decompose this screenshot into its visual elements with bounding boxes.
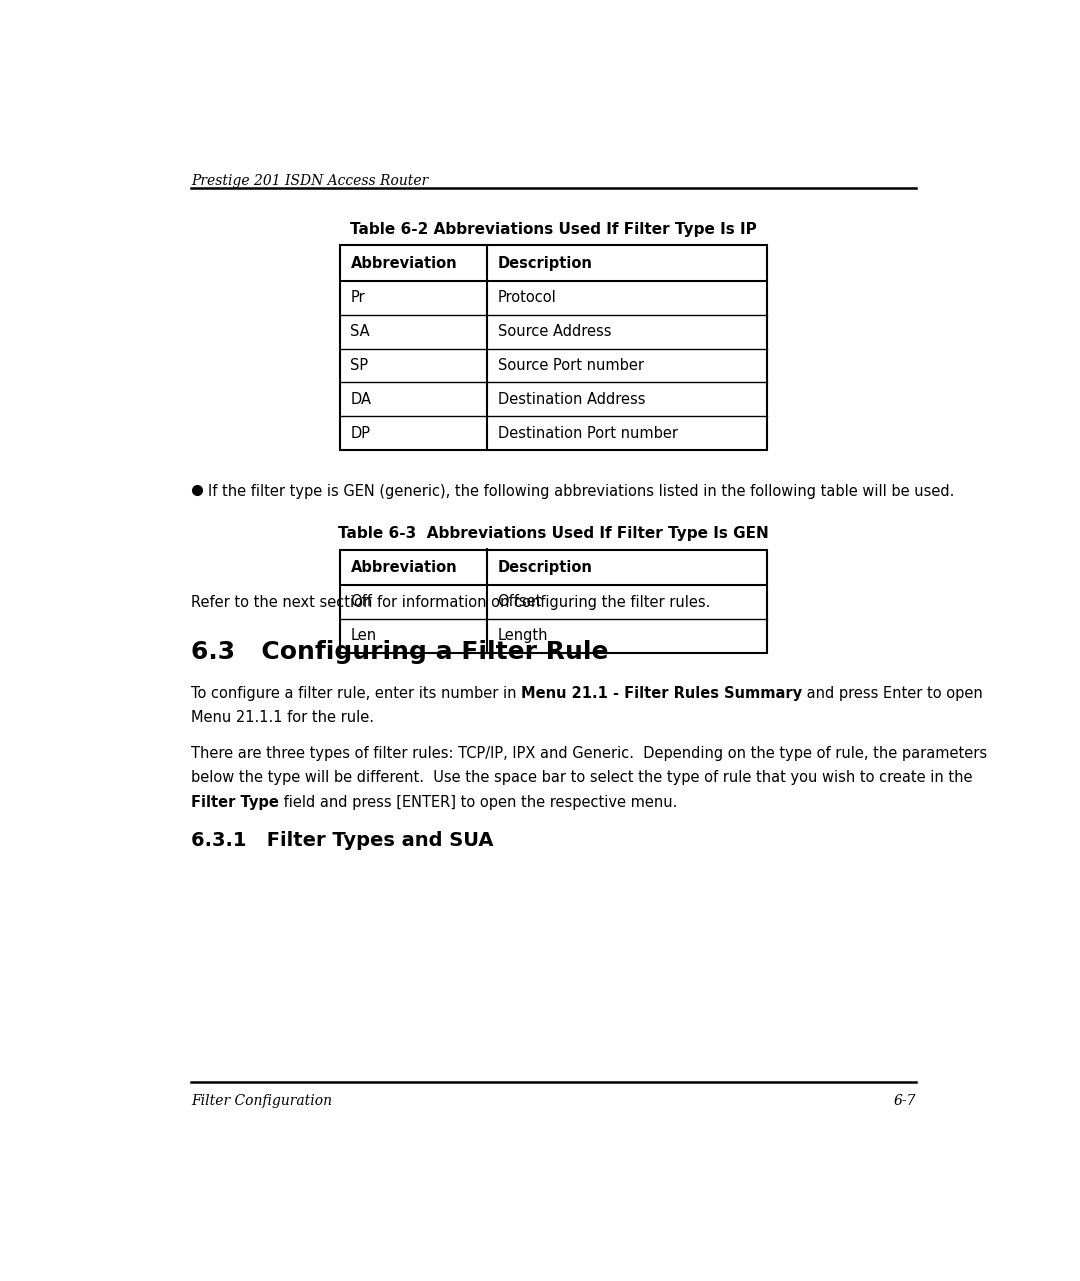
Text: below the type will be different.  Use the space bar to select the type of rule : below the type will be different. Use th… bbox=[191, 770, 972, 785]
Text: Protocol: Protocol bbox=[498, 291, 556, 305]
Text: Abbreviation: Abbreviation bbox=[350, 256, 457, 270]
Text: Length: Length bbox=[498, 628, 548, 643]
Text: DA: DA bbox=[350, 392, 372, 407]
Text: Off: Off bbox=[350, 594, 373, 610]
Text: Table 6-2 Abbreviations Used If Filter Type Is IP: Table 6-2 Abbreviations Used If Filter T… bbox=[350, 222, 757, 237]
Bar bbox=[340, 246, 767, 450]
Text: SA: SA bbox=[350, 324, 370, 339]
Bar bbox=[340, 550, 767, 653]
Text: SP: SP bbox=[350, 357, 368, 373]
Text: and press Enter to open: and press Enter to open bbox=[802, 685, 983, 701]
Text: 6-7: 6-7 bbox=[894, 1094, 916, 1108]
Text: Filter Type: Filter Type bbox=[191, 796, 279, 810]
Text: Source Port number: Source Port number bbox=[498, 357, 644, 373]
Text: Menu 21.1 - Filter Rules Summary: Menu 21.1 - Filter Rules Summary bbox=[521, 685, 802, 701]
Text: Menu 21.1.1 for the rule.: Menu 21.1.1 for the rule. bbox=[191, 711, 374, 725]
Text: Pr: Pr bbox=[350, 291, 365, 305]
Text: Filter Configuration: Filter Configuration bbox=[191, 1094, 332, 1108]
Text: Abbreviation: Abbreviation bbox=[350, 560, 457, 575]
Text: Offset: Offset bbox=[498, 594, 542, 610]
Text: To configure a filter rule, enter its number in: To configure a filter rule, enter its nu… bbox=[191, 685, 521, 701]
Text: Table 6-3  Abbreviations Used If Filter Type Is GEN: Table 6-3 Abbreviations Used If Filter T… bbox=[338, 526, 769, 542]
Text: Refer to the next section for information on configuring the filter rules.: Refer to the next section for informatio… bbox=[191, 594, 711, 610]
Text: Description: Description bbox=[498, 560, 593, 575]
Text: Destination Port number: Destination Port number bbox=[498, 425, 677, 441]
Text: Len: Len bbox=[350, 628, 377, 643]
Text: 6.3   Configuring a Filter Rule: 6.3 Configuring a Filter Rule bbox=[191, 639, 608, 664]
Text: Destination Address: Destination Address bbox=[498, 392, 645, 407]
Text: Description: Description bbox=[498, 256, 593, 270]
Text: If the filter type is GEN (generic), the following abbreviations listed in the f: If the filter type is GEN (generic), the… bbox=[207, 484, 955, 500]
Text: Source Address: Source Address bbox=[498, 324, 611, 339]
Text: Prestige 201 ISDN Access Router: Prestige 201 ISDN Access Router bbox=[191, 174, 428, 188]
Text: 6.3.1   Filter Types and SUA: 6.3.1 Filter Types and SUA bbox=[191, 830, 494, 849]
Text: DP: DP bbox=[350, 425, 370, 441]
Text: field and press [ENTER] to open the respective menu.: field and press [ENTER] to open the resp… bbox=[279, 796, 677, 810]
Text: There are three types of filter rules: TCP/IP, IPX and Generic.  Depending on th: There are three types of filter rules: T… bbox=[191, 746, 987, 761]
